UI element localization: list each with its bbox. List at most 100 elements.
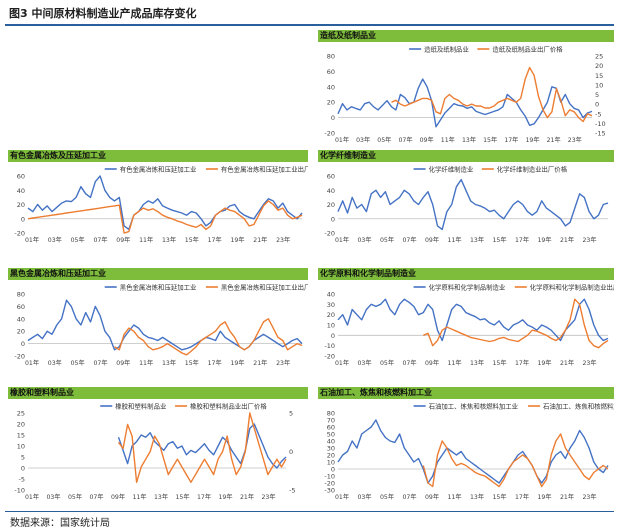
y2-tick-label: 10	[595, 81, 603, 89]
y-tick-label: 40	[17, 187, 25, 195]
y2-tick-label: 15	[595, 72, 603, 80]
x-tick-label: 07年	[402, 236, 416, 244]
legend-label: 化学纤维制造业出厂价格	[497, 164, 568, 173]
x-tick-label: 21年	[560, 493, 574, 501]
x-tick-label: 01年	[335, 136, 349, 144]
y-tick-label: -20	[324, 353, 335, 361]
y-tick-label: 20	[17, 421, 25, 429]
y-tick-label: 20	[327, 99, 335, 107]
x-tick-label: 09年	[425, 359, 439, 367]
x-tick-label: 21年	[560, 359, 574, 367]
y-tick-label: 60	[17, 173, 25, 181]
x-tick-label: 17年	[515, 236, 529, 244]
y-tick-label: 10	[17, 443, 25, 451]
chart-title: 黑色金属冶炼和压延加工业	[8, 268, 308, 280]
y-tick-label: 20	[17, 201, 25, 209]
y-tick-label: -30	[324, 487, 335, 495]
x-tick-label: 17年	[208, 236, 222, 244]
x-tick-label: 11年	[132, 493, 146, 501]
y-tick-label: 60	[327, 424, 335, 432]
legend-label: 有色金属冶炼和压延加工业出厂价格	[221, 164, 308, 173]
x-tick-label: 01年	[25, 359, 39, 367]
x-tick-label: 15年	[492, 236, 506, 244]
x-tick-label: 17年	[515, 493, 529, 501]
x-tick-label: 19年	[537, 493, 551, 501]
x-tick-label: 09年	[425, 236, 439, 244]
x-tick-label: 07年	[93, 359, 107, 367]
x-tick-label: 13年	[154, 493, 168, 501]
x-tick-label: 03年	[356, 136, 370, 144]
y-tick-label: 0	[21, 215, 25, 223]
x-tick-label: 19年	[525, 136, 539, 144]
chart-svg: -20 -10 0 10 20 30 40 01年 03年 05年 07年 09年 11年 13年 15年 1…	[324, 282, 614, 367]
chart-title: 化学纤维制造业	[318, 150, 614, 162]
y-tick-label: -10	[324, 342, 335, 350]
x-tick-label: 09年	[425, 493, 439, 501]
legend-label: 石油加工、炼焦和核燃料加工业出厂价格	[543, 401, 614, 410]
x-tick-label: 15年	[185, 359, 199, 367]
y-tick-label: 30	[327, 301, 335, 309]
x-tick-label: 09年	[116, 236, 130, 244]
x-tick-label: 07年	[402, 493, 416, 501]
x-tick-label: 11年	[447, 359, 461, 367]
y2-tick-label: 20	[595, 62, 603, 70]
y-tick-label: 50	[327, 431, 335, 439]
y-tick-label: 20	[327, 201, 335, 209]
x-tick-label: 03年	[48, 359, 62, 367]
y-tick-label: -20	[14, 230, 25, 238]
x-tick-label: 03年	[357, 236, 371, 244]
legend-label: 有色金属冶炼和压延加工业	[120, 164, 197, 173]
y-tick-label: 25	[17, 410, 25, 418]
y-tick-label: 40	[327, 438, 335, 446]
y-tick-label: 80	[327, 53, 335, 61]
legend-label: 造纸及纸制品业出厂价格	[492, 44, 563, 53]
series-line-2	[117, 412, 287, 483]
y-tick-label: 30	[327, 445, 335, 453]
x-tick-label: 03年	[357, 493, 371, 501]
x-tick-label: 17年	[208, 359, 222, 367]
legend-label: 造纸及纸制品业	[424, 44, 469, 53]
y-tick-label: -10	[14, 487, 25, 495]
figure-title: 图3 中间原材料制造业产成品库存变化	[9, 7, 197, 20]
chart-title: 化学原料和化学制品制造业	[318, 268, 614, 280]
x-tick-label: 13年	[470, 493, 484, 501]
x-tick-label: 23年	[582, 236, 596, 244]
x-tick-label: 05年	[380, 359, 394, 367]
x-tick-label: 01年	[25, 493, 39, 501]
x-tick-label: 07年	[398, 136, 412, 144]
y-tick-label: 0	[331, 466, 335, 474]
y-tick-label: 60	[327, 173, 335, 181]
x-tick-label: 13年	[462, 136, 476, 144]
y-tick-label: -5	[19, 476, 25, 484]
x-tick-label: 23年	[582, 493, 596, 501]
x-tick-label: 09年	[111, 493, 125, 501]
y-tick-label: 10	[327, 322, 335, 330]
x-tick-label: 19年	[537, 236, 551, 244]
y2-tick-label: -15	[595, 130, 606, 138]
x-tick-label: 09年	[116, 359, 130, 367]
series-line-2	[391, 66, 593, 123]
chart-panel-2: 有色金属冶炼及压延加工业 -20 0 20 40 60 01年 03年 05年 07年 09年 11年…	[8, 150, 308, 245]
legend-label: 橡胶和塑料制品业	[115, 401, 167, 410]
y2-tick-label: 0	[595, 101, 599, 109]
x-tick-label: 07年	[93, 236, 107, 244]
x-tick-label: 07年	[402, 359, 416, 367]
chart-panel-7: 石油加工、炼焦和核燃料加工业 -30 -20 -10 0 10 20 30 40 50 60 70 80…	[318, 387, 614, 502]
x-tick-label: 13年	[470, 359, 484, 367]
x-tick-label: 17年	[504, 136, 518, 144]
chart-panel-5: 化学原料和化学制品制造业 -20 -10 0 10 20 30 40 01年 03年 05年 07年 0…	[318, 268, 614, 368]
y-tick-label: 0	[21, 340, 25, 348]
x-tick-label: 15年	[175, 493, 189, 501]
series-line-1	[27, 175, 303, 231]
series-line-2	[422, 433, 609, 488]
source-note: 数据来源：国家统计局	[10, 518, 110, 529]
y-tick-label: -20	[324, 480, 335, 488]
x-tick-label: 13年	[470, 236, 484, 244]
series-line-1	[117, 423, 287, 469]
legend-label: 黑色金属冶炼和压延加工业出厂价格	[221, 282, 308, 291]
series-line-1	[337, 419, 609, 484]
x-tick-label: 15年	[492, 493, 506, 501]
y-tick-label: 40	[327, 187, 335, 195]
x-tick-label: 21年	[253, 359, 267, 367]
